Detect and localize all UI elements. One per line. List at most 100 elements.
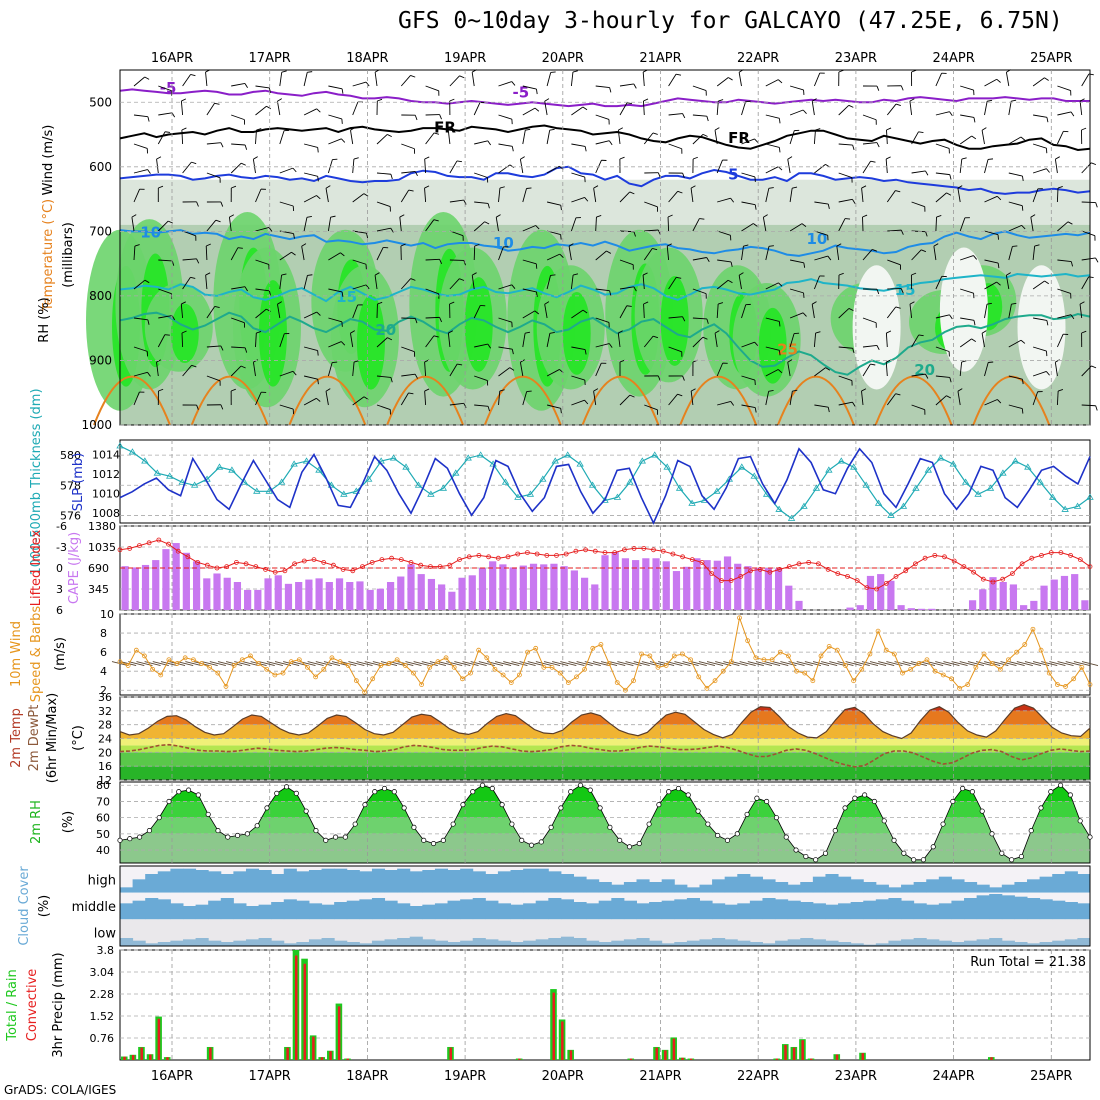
cape-tick: 690 bbox=[88, 562, 109, 575]
precip-conv-bar bbox=[149, 1054, 152, 1060]
cape-bar bbox=[152, 560, 160, 610]
wind-barb-flag bbox=[652, 248, 658, 251]
wind-barb bbox=[960, 85, 974, 91]
precip-conv-bar bbox=[449, 1047, 452, 1060]
cloud-bar bbox=[586, 940, 600, 946]
wind-barb bbox=[814, 201, 829, 205]
cape-bar bbox=[233, 582, 242, 610]
wind-barb bbox=[400, 189, 410, 203]
wind-barb bbox=[911, 249, 922, 261]
thickness-marker bbox=[141, 457, 149, 464]
thickness-marker bbox=[402, 463, 410, 470]
wind-barb-flag bbox=[593, 185, 599, 189]
wind-barb bbox=[838, 308, 850, 319]
cape-bar bbox=[611, 552, 619, 610]
wind-barb-flag bbox=[353, 157, 359, 160]
surface-barb bbox=[967, 661, 984, 666]
wind-barb bbox=[765, 188, 770, 203]
wind-barb-flag bbox=[718, 302, 724, 305]
wind-barb bbox=[741, 138, 755, 145]
wind-barb bbox=[498, 367, 511, 377]
wind-barb bbox=[644, 404, 658, 411]
wind-barb bbox=[741, 201, 756, 206]
wind-barb-flag bbox=[657, 375, 661, 381]
precip-conv-bar bbox=[337, 1006, 341, 1060]
rh-marker bbox=[1048, 789, 1054, 795]
wind-barb bbox=[838, 143, 853, 146]
surface-barb bbox=[1041, 661, 1058, 666]
rh-marker bbox=[1087, 834, 1093, 840]
wind-barb bbox=[984, 399, 998, 406]
wind-barb-flag bbox=[827, 407, 830, 413]
wind-barb bbox=[838, 218, 846, 232]
rh-marker bbox=[930, 844, 936, 850]
wind-barb bbox=[327, 362, 333, 377]
lifted-marker bbox=[1048, 550, 1054, 555]
wind-barb bbox=[741, 172, 756, 178]
cape-bar bbox=[386, 582, 395, 610]
cloud-bar bbox=[850, 943, 864, 946]
thickness-marker bbox=[651, 451, 659, 458]
surface-barb bbox=[649, 661, 667, 666]
wind-barb bbox=[595, 317, 610, 323]
precip-conv-bar bbox=[792, 1047, 796, 1060]
wind-marker bbox=[655, 664, 661, 670]
wind-barb bbox=[692, 288, 707, 295]
rh-marker bbox=[509, 821, 515, 827]
wind-marker bbox=[737, 615, 742, 621]
lifted-marker bbox=[447, 562, 453, 568]
thickness-marker bbox=[526, 490, 535, 497]
wind-barb bbox=[133, 371, 148, 377]
cloud-bar bbox=[460, 940, 474, 946]
cape-bar bbox=[989, 577, 997, 610]
precip-conv-bar bbox=[990, 1057, 993, 1060]
wind-barb bbox=[352, 193, 365, 203]
wind-barb bbox=[376, 375, 391, 378]
cape-bar bbox=[295, 582, 303, 610]
cloud-bar bbox=[409, 906, 423, 920]
thickness-marker bbox=[663, 463, 671, 470]
wind-barb bbox=[255, 288, 270, 292]
cloud-bar bbox=[523, 868, 537, 893]
wind-barb-flag bbox=[593, 388, 599, 392]
wind-barb-flag bbox=[682, 316, 686, 322]
precip-tick: 3.8 bbox=[97, 944, 115, 957]
wind-barb bbox=[277, 101, 281, 116]
lifted-marker bbox=[418, 562, 424, 568]
thickness-marker bbox=[190, 481, 199, 488]
cloud-bar bbox=[926, 904, 940, 920]
contour-label: 15 bbox=[336, 288, 357, 306]
thickness-marker bbox=[837, 457, 845, 464]
wind-barb bbox=[984, 259, 999, 264]
wind-barb-flag bbox=[1011, 302, 1017, 305]
cape-bar bbox=[662, 561, 670, 610]
lifted-marker bbox=[980, 576, 986, 582]
cape-bar bbox=[979, 589, 987, 610]
wind-barb-flag bbox=[190, 276, 196, 279]
wind-marker bbox=[321, 666, 327, 672]
cloud-bar bbox=[321, 904, 335, 920]
wind-barb-flag bbox=[439, 114, 442, 120]
cloud-bar bbox=[271, 902, 285, 920]
thickness-tick: 580 bbox=[60, 449, 81, 462]
wind-barb-flag bbox=[158, 388, 164, 392]
wind-barb-flag bbox=[215, 219, 221, 223]
cloud-bar bbox=[938, 940, 952, 946]
wind-barb-flag bbox=[534, 310, 540, 315]
rh-marker bbox=[274, 790, 280, 796]
wind-barb-flag bbox=[986, 302, 992, 305]
wind-barb bbox=[252, 159, 256, 174]
rh-marker bbox=[548, 824, 554, 830]
cloud-bar bbox=[661, 879, 675, 893]
day-label-bottom: 22APR bbox=[737, 1069, 779, 1084]
wind-barb-flag bbox=[277, 98, 282, 102]
cape-bar bbox=[591, 584, 599, 610]
cape-bar bbox=[1030, 600, 1038, 610]
wind-barb bbox=[960, 114, 975, 118]
surface-barb bbox=[886, 661, 903, 666]
thickness-marker bbox=[576, 460, 584, 467]
wind-barb-flag bbox=[825, 367, 831, 371]
wind-barb bbox=[1032, 246, 1036, 261]
wind-barb-flag bbox=[526, 187, 532, 189]
wind-barb bbox=[813, 275, 820, 290]
